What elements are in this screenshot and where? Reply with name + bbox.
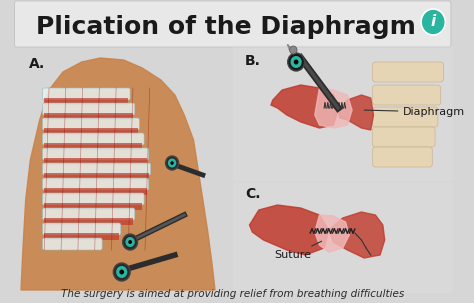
Polygon shape [315,215,349,252]
FancyBboxPatch shape [45,203,142,210]
Circle shape [123,234,137,250]
Text: Diaphragm: Diaphragm [364,107,465,117]
Text: Suture: Suture [274,241,321,260]
Circle shape [128,240,132,244]
Text: C.: C. [245,187,260,201]
Circle shape [288,53,304,71]
Circle shape [126,237,135,247]
FancyBboxPatch shape [43,208,135,220]
FancyBboxPatch shape [233,182,453,293]
Polygon shape [271,85,338,128]
FancyBboxPatch shape [45,158,147,165]
FancyBboxPatch shape [45,98,128,105]
Circle shape [113,263,130,281]
FancyBboxPatch shape [43,133,144,145]
Circle shape [294,59,299,65]
Text: The surgery is aimed at providing relief from breathing difficulties: The surgery is aimed at providing relief… [61,289,404,299]
FancyBboxPatch shape [373,107,438,127]
FancyBboxPatch shape [45,233,119,240]
FancyBboxPatch shape [43,88,130,100]
FancyBboxPatch shape [45,128,137,135]
FancyBboxPatch shape [43,223,121,235]
FancyBboxPatch shape [43,238,102,250]
FancyBboxPatch shape [43,148,149,160]
FancyBboxPatch shape [45,143,142,150]
FancyBboxPatch shape [43,118,139,130]
Text: i: i [430,15,436,29]
Circle shape [291,56,302,68]
FancyBboxPatch shape [373,62,444,82]
FancyBboxPatch shape [43,178,149,190]
Polygon shape [21,58,215,290]
Circle shape [171,161,174,165]
Text: Plication of the Diaphragm: Plication of the Diaphragm [36,15,416,39]
Polygon shape [338,95,374,130]
Polygon shape [315,88,352,128]
FancyBboxPatch shape [15,1,451,47]
FancyBboxPatch shape [43,193,144,205]
FancyBboxPatch shape [373,147,432,167]
FancyBboxPatch shape [43,163,151,175]
Text: B.: B. [245,54,261,68]
Polygon shape [249,205,329,255]
FancyBboxPatch shape [45,188,147,195]
FancyBboxPatch shape [373,85,441,105]
Circle shape [165,156,179,170]
FancyBboxPatch shape [43,103,135,115]
Text: A.: A. [28,57,45,71]
FancyBboxPatch shape [45,113,133,120]
Circle shape [290,46,297,54]
FancyBboxPatch shape [373,127,435,147]
FancyBboxPatch shape [45,173,149,180]
Circle shape [421,9,446,35]
FancyBboxPatch shape [45,218,133,225]
Circle shape [119,269,124,275]
FancyBboxPatch shape [233,45,453,181]
Circle shape [116,266,128,278]
Polygon shape [329,212,385,258]
Circle shape [168,158,176,168]
